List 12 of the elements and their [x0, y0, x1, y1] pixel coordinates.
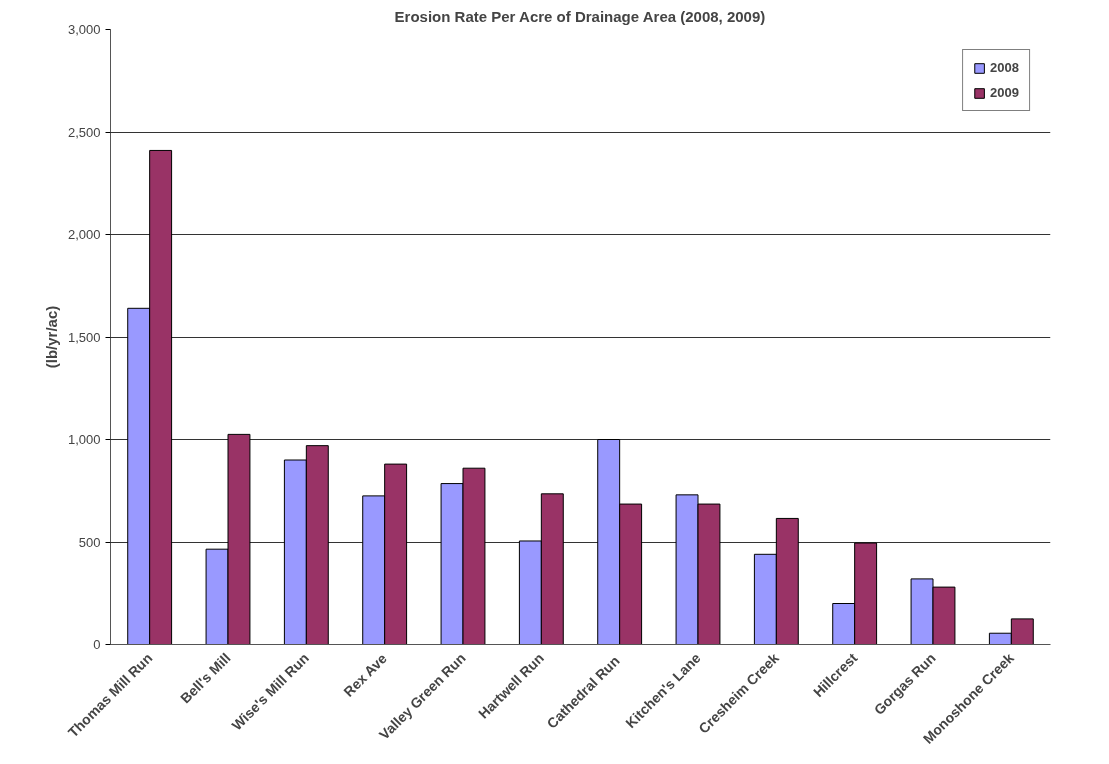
y-axis-title: (lb/yr/ac): [42, 305, 60, 369]
legend-label: 2009: [990, 85, 1019, 100]
y-tick-label: 0: [93, 637, 101, 652]
y-tick-label: 2,500: [67, 124, 101, 140]
y-tick-label: 2,000: [67, 227, 101, 242]
x-tick-label: Rex Ave: [340, 650, 391, 700]
y-tick-label: 500: [78, 534, 101, 550]
y-tick-label: 1,000: [67, 432, 101, 447]
y-tick-label: 3,000: [67, 22, 101, 37]
legend-label: 2008: [990, 60, 1019, 75]
y-tick-label: 1,500: [67, 329, 101, 345]
chart-title: Erosion Rate Per Acre of Drainage Area (2008, 2009): [394, 7, 766, 25]
